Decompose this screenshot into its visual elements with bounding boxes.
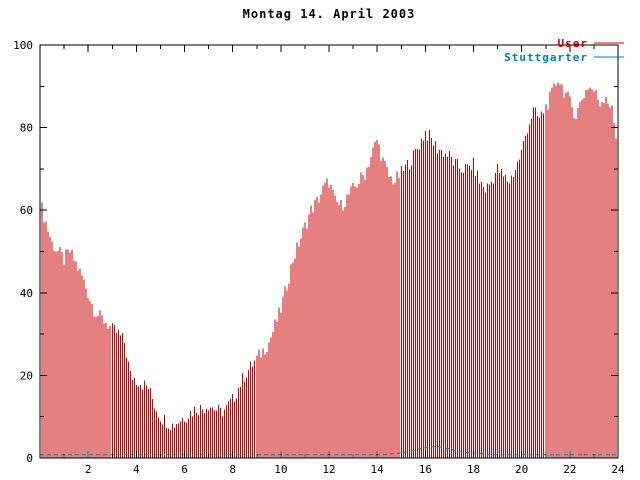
x-tick-label: 10 [274,463,287,476]
x-tick-label: 16 [419,463,432,476]
y-tick-label: 40 [20,287,33,300]
x-tick-label: 6 [181,463,188,476]
x-tick-label: 4 [133,463,140,476]
x-tick-label: 14 [371,463,385,476]
legend-label-stuttgarter: Stuttgarter [504,51,588,64]
y-tick-label: 60 [20,204,33,217]
y-tick-label: 20 [20,369,33,382]
y-tick-label: 100 [13,39,33,52]
x-tick-label: 2 [85,463,92,476]
x-tick-label: 24 [611,463,625,476]
legend-label-user: User [558,37,589,50]
x-tick-label: 18 [467,463,480,476]
y-tick-label: 0 [26,452,33,465]
x-tick-label: 12 [322,463,335,476]
user-bars-series [39,82,619,458]
x-tick-label: 8 [229,463,236,476]
x-tick-label: 20 [515,463,528,476]
x-tick-label: 22 [563,463,576,476]
chart-title: Montag 14. April 2003 [243,7,416,21]
tick-marks [40,44,619,459]
y-tick-label: 80 [20,122,33,135]
